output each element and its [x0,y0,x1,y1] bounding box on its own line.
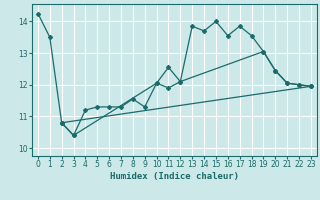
X-axis label: Humidex (Indice chaleur): Humidex (Indice chaleur) [110,172,239,181]
